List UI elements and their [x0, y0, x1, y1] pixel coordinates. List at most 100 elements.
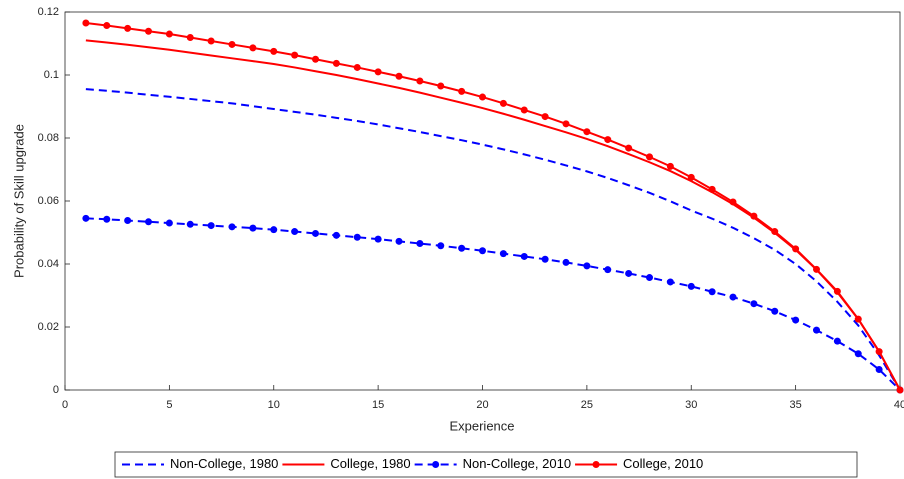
x-tick-label: 5 [166, 399, 172, 411]
marker [270, 47, 278, 55]
marker [395, 237, 403, 245]
marker [708, 288, 716, 296]
marker [145, 218, 152, 226]
marker [771, 307, 779, 315]
marker [520, 252, 528, 260]
marker [228, 223, 236, 231]
series-line [85, 217, 901, 391]
marker [750, 212, 758, 220]
marker [312, 55, 319, 63]
marker [708, 185, 716, 193]
marker [687, 173, 695, 181]
plot-area [65, 12, 900, 390]
marker [666, 162, 674, 170]
marker [583, 262, 591, 270]
series-line [85, 39, 901, 391]
y-tick-label: 0 [53, 384, 59, 396]
marker [103, 22, 111, 30]
marker [750, 300, 758, 308]
axes-box [64, 11, 901, 391]
legend-label: College, 2010 [623, 456, 703, 471]
marker [249, 224, 257, 232]
marker [82, 19, 90, 27]
marker [833, 337, 841, 345]
marker [520, 106, 528, 114]
marker [145, 27, 152, 35]
marker [207, 222, 215, 230]
legend-marker [592, 461, 600, 468]
legend-box [114, 451, 858, 478]
marker [395, 72, 403, 80]
x-axis-label: Experience [449, 418, 514, 433]
marker [604, 136, 612, 144]
marker [499, 250, 507, 258]
marker [291, 51, 299, 59]
marker [729, 198, 737, 206]
marker [625, 269, 633, 277]
marker [374, 235, 382, 243]
y-tick-label: 0.06 [38, 195, 59, 207]
marker [771, 228, 779, 236]
x-tick-label: 30 [685, 399, 697, 411]
marker [646, 153, 653, 161]
marker [625, 144, 633, 152]
marker [562, 258, 570, 266]
marker [228, 40, 236, 48]
legend-label: College, 1980 [330, 456, 410, 471]
marker [896, 386, 904, 394]
y-tick-label: 0.08 [38, 132, 59, 144]
marker [854, 315, 862, 323]
series-line [85, 22, 901, 391]
marker [792, 245, 800, 253]
marker [646, 274, 653, 282]
marker [833, 287, 841, 295]
marker [854, 350, 862, 358]
marker [479, 247, 486, 255]
marker [165, 30, 173, 38]
marker [792, 316, 800, 324]
marker [165, 219, 173, 227]
marker [291, 228, 299, 236]
marker [458, 87, 466, 95]
marker [270, 226, 278, 234]
marker [583, 128, 591, 136]
x-tick-label: 15 [372, 399, 384, 411]
legend-label: Non-College, 1980 [170, 456, 278, 471]
marker [416, 77, 424, 85]
marker [416, 240, 424, 248]
marker [813, 326, 820, 334]
marker [332, 59, 340, 67]
x-tick-label: 25 [581, 399, 593, 411]
marker [604, 266, 612, 274]
marker [437, 242, 445, 250]
marker [186, 220, 194, 228]
marker [562, 120, 570, 128]
marker [249, 44, 257, 52]
marker [332, 231, 340, 239]
marker [541, 255, 549, 263]
x-tick-label: 35 [790, 399, 802, 411]
marker [666, 278, 674, 286]
marker [499, 99, 507, 107]
marker [875, 366, 883, 374]
x-tick-label: 20 [476, 399, 488, 411]
marker [687, 282, 695, 290]
marker [186, 34, 194, 42]
marker [437, 82, 445, 90]
legend-label: Non-College, 2010 [463, 456, 571, 471]
marker [124, 24, 132, 32]
marker [729, 293, 737, 301]
marker [124, 217, 132, 225]
marker [353, 233, 361, 241]
series-line [85, 88, 901, 391]
marker [207, 37, 215, 45]
marker [312, 229, 319, 237]
marker [813, 265, 820, 273]
y-tick-label: 0.12 [38, 6, 59, 18]
x-tick-label: 40 [894, 399, 904, 411]
marker [458, 244, 466, 252]
y-tick-label: 0.02 [38, 321, 59, 333]
y-axis-label: Probability of Skill upgrade [11, 124, 26, 278]
x-tick-label: 10 [268, 399, 280, 411]
